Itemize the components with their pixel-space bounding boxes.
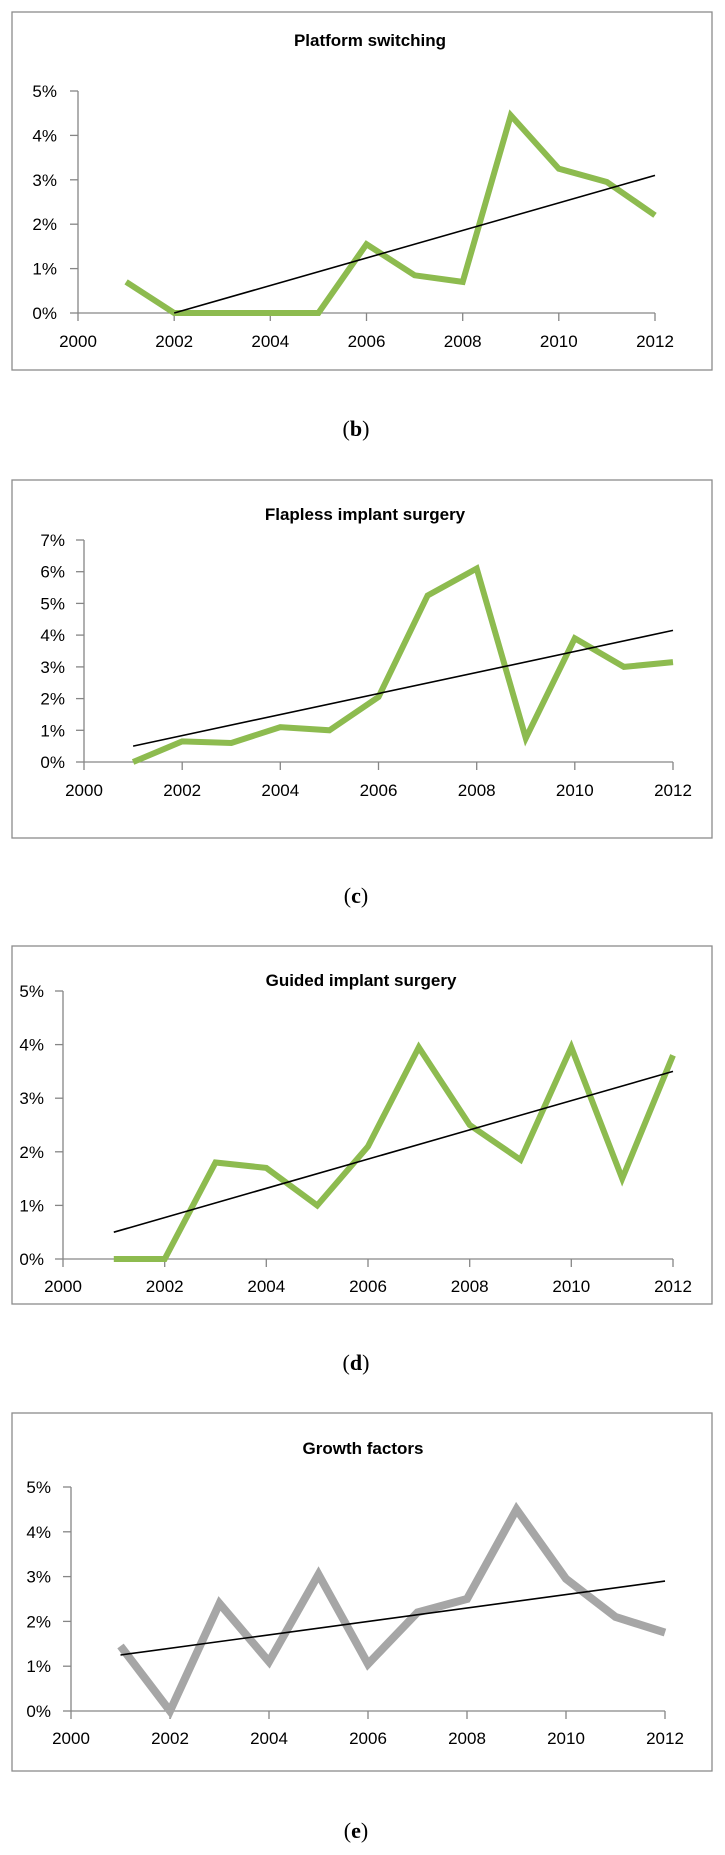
y-tick-label: 2% — [40, 690, 65, 709]
x-axis: 2000 2002 2004 2006 2008 2010 2012 — [65, 761, 692, 800]
y-axis: 5% 4% 3% 2% 1% 0% — [26, 1478, 72, 1721]
panel-c: Flapless implant surgery 7% 6% 5% 4% 3% … — [11, 479, 713, 908]
y-tick-label: 1% — [32, 260, 57, 279]
y-tick-label: 5% — [19, 982, 44, 1001]
chart-frame — [11, 11, 713, 371]
chart-title: Flapless implant surgery — [265, 505, 466, 524]
trend-line — [132, 629, 674, 747]
y-tick-label: 1% — [19, 1196, 44, 1215]
y-tick-label: 4% — [26, 1523, 51, 1542]
y-tick-label: 5% — [26, 1478, 51, 1497]
y-tick-label: 4% — [40, 626, 65, 645]
x-tick-label: 2008 — [444, 332, 482, 351]
x-tick-label: 2002 — [146, 1277, 184, 1296]
x-tick-label: 2004 — [261, 781, 299, 800]
trend-line — [113, 1070, 674, 1233]
panel-caption: (c) — [344, 883, 368, 908]
y-tick-label: 2% — [32, 215, 57, 234]
x-tick-label: 2004 — [250, 1729, 288, 1748]
panel-b: Platform switching 5% 4% 3% 2% 1% 0% 2 — [11, 11, 713, 441]
x-tick-label: 2012 — [654, 781, 692, 800]
y-tick-label: 3% — [19, 1089, 44, 1108]
panel-caption: (d) — [343, 1350, 370, 1375]
y-tick-label: 6% — [40, 563, 65, 582]
trend-line — [173, 174, 656, 314]
panel-e: Growth factors 5% 4% 3% 2% 1% 0% 2000 — [11, 1412, 713, 1843]
chart-frame — [11, 479, 713, 839]
y-tick-label: 4% — [32, 126, 57, 145]
y-tick-label: 3% — [32, 171, 57, 190]
x-tick-label: 2006 — [348, 332, 386, 351]
caption-letter: c — [351, 883, 361, 908]
y-tick-label: 4% — [19, 1036, 44, 1055]
chart-title: Platform switching — [294, 31, 446, 50]
x-tick-label: 2004 — [247, 1277, 285, 1296]
x-tick-label: 2012 — [646, 1729, 684, 1748]
y-tick-label: 0% — [40, 753, 65, 772]
x-tick-label: 2006 — [349, 1729, 387, 1748]
x-tick-label: 2004 — [251, 332, 289, 351]
series-line — [124, 109, 657, 316]
x-tick-label: 2002 — [151, 1729, 189, 1748]
x-tick-label: 2008 — [448, 1729, 486, 1748]
trend-line — [120, 1580, 666, 1656]
caption-letter: d — [350, 1350, 362, 1375]
chart-title: Growth factors — [303, 1439, 424, 1458]
panel-d: Guided implant surgery 5% 4% 3% 2% 1% 0% — [11, 945, 713, 1375]
y-tick-label: 5% — [40, 594, 65, 613]
x-tick-label: 2000 — [59, 332, 97, 351]
x-tick-label: 2010 — [547, 1729, 585, 1748]
chart-frame — [11, 1412, 713, 1772]
x-tick-label: 2002 — [163, 781, 201, 800]
x-tick-label: 2000 — [65, 781, 103, 800]
x-tick-label: 2010 — [540, 332, 578, 351]
chart-title: Guided implant surgery — [266, 971, 457, 990]
y-tick-label: 3% — [40, 658, 65, 677]
x-tick-label: 2008 — [458, 781, 496, 800]
y-tick-label: 0% — [19, 1250, 44, 1269]
panel-caption: (e) — [344, 1818, 368, 1843]
caption-letter: b — [350, 416, 362, 441]
caption-letter: e — [351, 1818, 361, 1843]
y-tick-label: 0% — [32, 304, 57, 323]
x-tick-label: 2000 — [52, 1729, 90, 1748]
y-tick-label: 1% — [40, 721, 65, 740]
x-tick-label: 2012 — [636, 332, 674, 351]
x-tick-label: 2002 — [155, 332, 193, 351]
series-line — [117, 1501, 667, 1719]
x-tick-label: 2012 — [654, 1277, 692, 1296]
series-line — [131, 564, 674, 765]
y-tick-label: 5% — [32, 82, 57, 101]
y-tick-label: 2% — [19, 1143, 44, 1162]
x-tick-label: 2010 — [556, 781, 594, 800]
y-axis: 7% 6% 5% 4% 3% 2% 1% 0% — [40, 531, 85, 772]
chart-frame — [11, 945, 713, 1305]
y-tick-label: 2% — [26, 1612, 51, 1631]
x-axis: 2000 2002 2004 2006 2008 2010 2012 — [59, 312, 674, 351]
y-tick-label: 3% — [26, 1568, 51, 1587]
y-tick-label: 7% — [40, 531, 65, 550]
x-tick-label: 2006 — [349, 1277, 387, 1296]
x-axis: 2000 2002 2004 2006 2008 2010 2012 — [52, 1710, 684, 1748]
x-tick-label: 2000 — [44, 1277, 82, 1296]
panel-caption: (b) — [343, 416, 370, 441]
y-axis: 5% 4% 3% 2% 1% 0% — [19, 982, 64, 1269]
y-tick-label: 1% — [26, 1657, 51, 1676]
y-tick-label: 0% — [26, 1702, 51, 1721]
x-tick-label: 2006 — [360, 781, 398, 800]
x-tick-label: 2010 — [552, 1277, 590, 1296]
x-tick-label: 2008 — [451, 1277, 489, 1296]
series-line — [113, 1039, 676, 1262]
y-axis: 5% 4% 3% 2% 1% 0% — [32, 82, 79, 323]
